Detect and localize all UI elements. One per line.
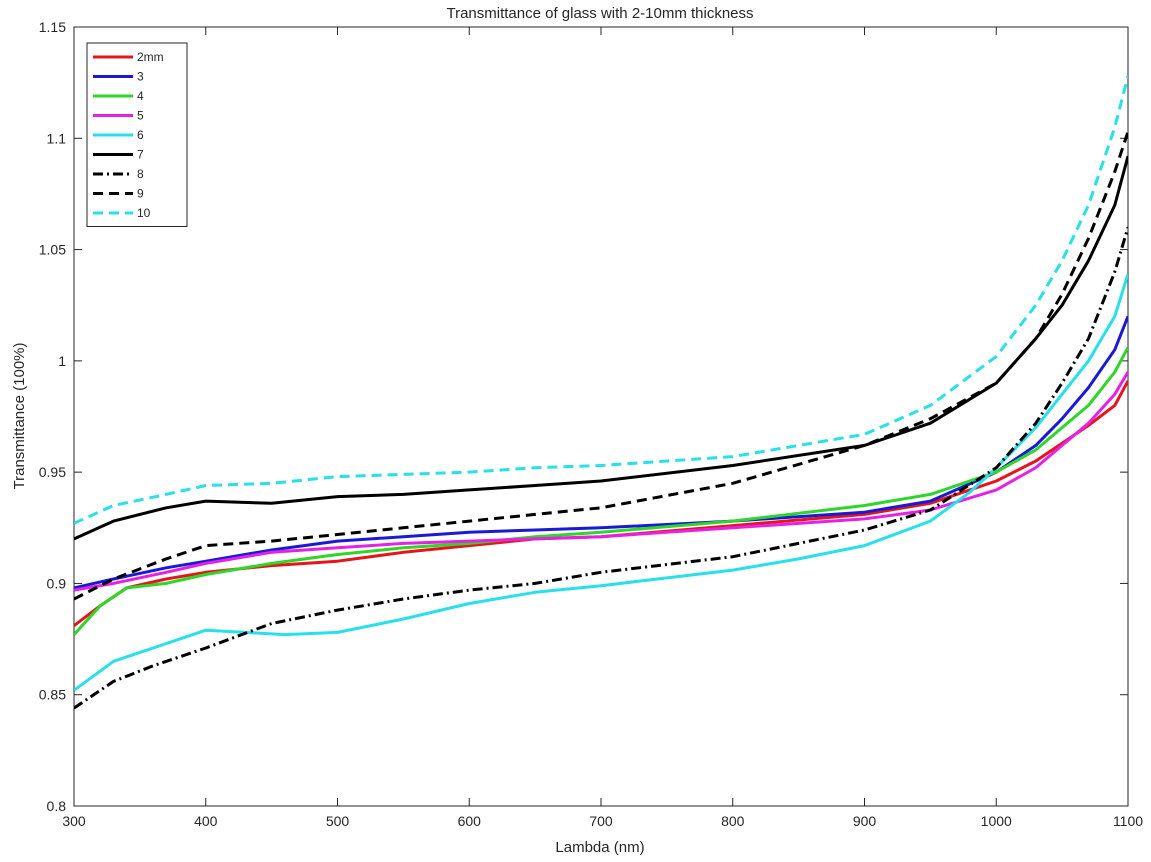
legend-label-5: 5 bbox=[137, 109, 144, 123]
series-line-3 bbox=[74, 315, 1128, 590]
legend-label-7: 7 bbox=[137, 148, 144, 162]
x-tick-label: 500 bbox=[326, 813, 350, 829]
y-tick-label: 0.85 bbox=[39, 687, 66, 703]
plot-area: 300 400 500 600 700 800 900 1000 1100 0.8 0.85 0.9 0… bbox=[39, 19, 1144, 829]
legend-label-10: 10 bbox=[137, 206, 151, 220]
x-tick-label: 1100 bbox=[1113, 813, 1143, 829]
chart-title: Transmittance of glass with 2-10mm thick… bbox=[446, 5, 753, 22]
legend: 2mm 3 4 5 6 7 8 9 10 bbox=[86, 42, 188, 227]
series-line-6 bbox=[74, 273, 1128, 692]
x-tick-label: 800 bbox=[721, 813, 745, 829]
x-tick-label: 900 bbox=[853, 813, 877, 829]
legend-label-6: 6 bbox=[137, 128, 144, 142]
y-tick-label: 1 bbox=[58, 353, 66, 369]
legend-label-8: 8 bbox=[137, 167, 144, 181]
legend-label-4: 4 bbox=[137, 89, 144, 103]
series-line-5 bbox=[74, 371, 1128, 592]
x-tick-label: 600 bbox=[458, 813, 482, 829]
y-tick-label: 0.9 bbox=[47, 575, 67, 591]
legend-label-9: 9 bbox=[137, 187, 144, 201]
x-tick-label: 300 bbox=[62, 813, 86, 829]
x-tick-label: 400 bbox=[194, 813, 218, 829]
x-tick-label: 700 bbox=[589, 813, 613, 829]
x-axis-label: Lambda (nm) bbox=[555, 839, 644, 856]
y-axis-label: Transmittance (100%) bbox=[11, 342, 28, 489]
y-tick-label: 0.95 bbox=[39, 464, 66, 480]
series-line-4 bbox=[74, 346, 1128, 636]
series-line-10 bbox=[74, 75, 1128, 525]
x-tick-label: 1000 bbox=[981, 813, 1012, 829]
series-line-8 bbox=[74, 226, 1128, 710]
y-tick-label: 1.15 bbox=[39, 19, 66, 35]
y-tick-label: 0.8 bbox=[47, 798, 67, 814]
y-tick-label: 1.05 bbox=[39, 242, 66, 258]
legend-label-2mm: 2mm bbox=[137, 50, 164, 64]
series-line-7 bbox=[74, 155, 1128, 541]
legend-label-3: 3 bbox=[137, 70, 144, 84]
y-tick-label: 1.1 bbox=[47, 130, 67, 146]
